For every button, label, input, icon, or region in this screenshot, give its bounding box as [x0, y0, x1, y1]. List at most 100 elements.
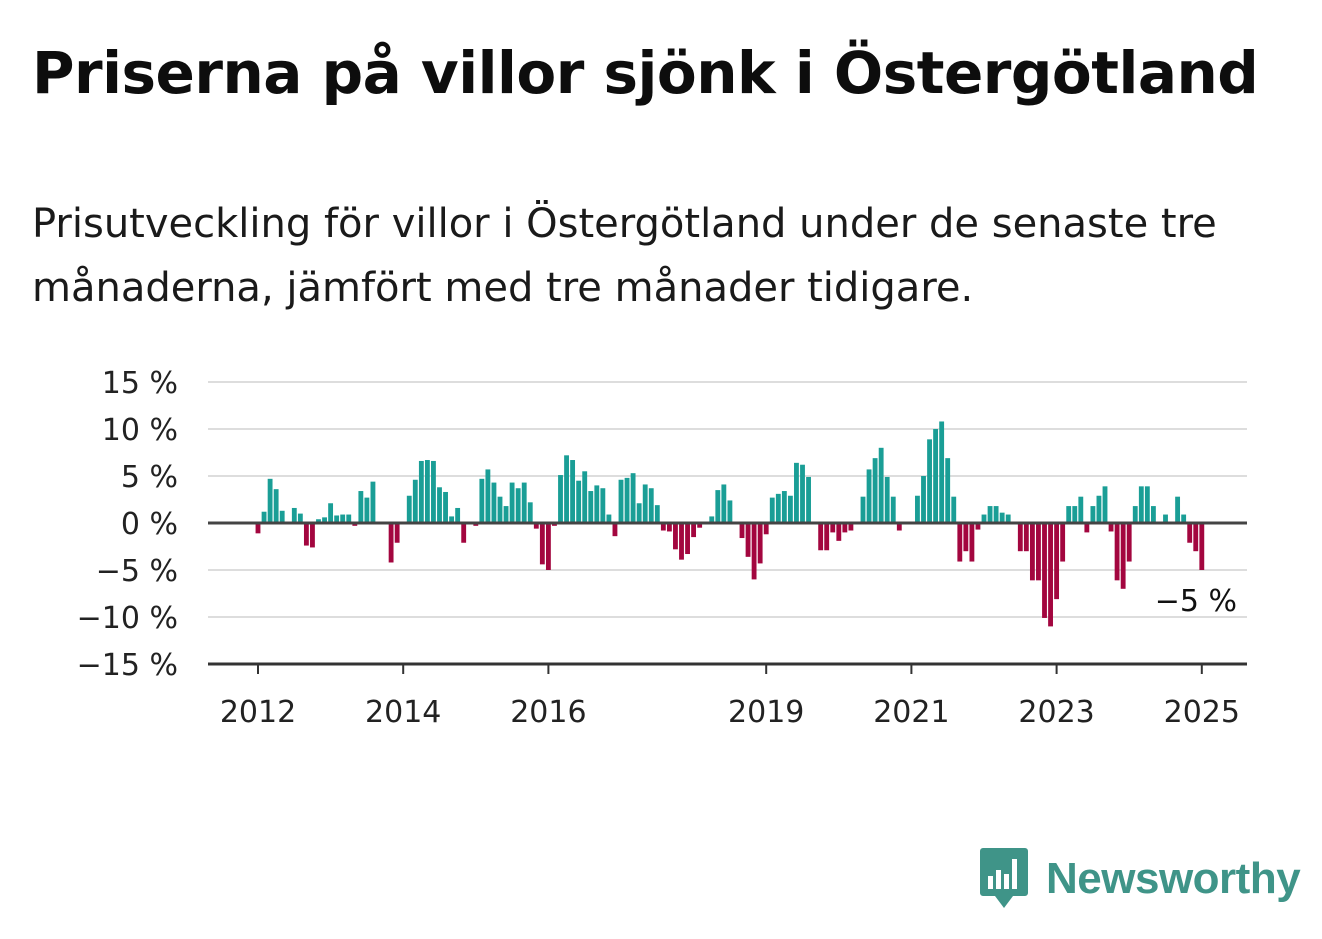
bar	[443, 491, 448, 523]
bar	[757, 523, 763, 564]
bar	[291, 507, 297, 523]
y-tick-label: −10 %	[77, 601, 178, 636]
bar	[1090, 506, 1096, 523]
bar	[582, 471, 588, 523]
bar	[437, 487, 442, 523]
bar	[969, 523, 975, 562]
bar	[1144, 486, 1150, 523]
y-tick-label: 5 %	[121, 460, 178, 495]
last-value-label: −5 %	[1155, 584, 1237, 619]
bar	[824, 523, 830, 551]
bar	[957, 523, 963, 562]
bar	[1108, 523, 1114, 532]
bar	[1060, 523, 1066, 562]
bar	[594, 485, 600, 523]
bar	[370, 481, 376, 523]
x-tick-label: 2012	[220, 695, 296, 730]
bar	[394, 523, 400, 543]
bar	[721, 484, 727, 523]
bar	[1175, 496, 1181, 523]
bar	[431, 460, 436, 523]
bar	[412, 479, 418, 523]
bar	[630, 473, 636, 523]
bar	[884, 476, 890, 523]
y-tick-label: −15 %	[77, 648, 178, 683]
bar	[576, 480, 582, 523]
bar	[521, 482, 527, 523]
newsworthy-brand[interactable]: Newsworthy	[980, 848, 1301, 910]
x-tick-label: 2016	[510, 695, 586, 730]
bar	[406, 495, 412, 523]
bar	[449, 516, 455, 523]
y-tick-label: −5 %	[96, 554, 178, 589]
bar	[745, 523, 751, 557]
bar	[564, 455, 569, 523]
bar	[1005, 514, 1011, 523]
gridlines	[208, 381, 1247, 618]
bar	[527, 502, 533, 523]
bar	[836, 523, 842, 541]
bar	[1017, 523, 1023, 552]
bar	[963, 523, 969, 552]
bar	[806, 476, 811, 523]
x-tick-label: 2023	[1018, 695, 1094, 730]
bar	[842, 523, 848, 533]
bar	[794, 462, 799, 523]
bar	[642, 484, 648, 523]
bar	[334, 515, 340, 523]
bar	[878, 447, 884, 523]
bar	[1084, 523, 1090, 533]
bar	[921, 476, 926, 523]
bar	[1054, 523, 1060, 600]
bar	[975, 523, 981, 530]
bar	[1114, 523, 1120, 581]
bar	[358, 491, 364, 523]
bar	[316, 519, 321, 523]
x-tick-label: 2019	[728, 695, 804, 730]
bar	[872, 458, 878, 523]
bar	[503, 506, 509, 523]
bar	[999, 512, 1005, 523]
bar	[848, 523, 854, 531]
bar	[509, 482, 515, 523]
bar	[328, 503, 334, 523]
bar	[1023, 523, 1029, 552]
bar	[545, 523, 551, 570]
bar	[297, 513, 303, 523]
bar	[775, 493, 781, 523]
bar	[800, 464, 805, 523]
bar	[461, 523, 467, 543]
bar	[709, 516, 715, 523]
bar	[727, 500, 733, 523]
axes	[208, 521, 1247, 674]
chart-subtitle: Prisutveckling för villor i Östergötland…	[32, 201, 1217, 311]
y-tick-label: 10 %	[102, 413, 178, 448]
bar	[1132, 506, 1138, 523]
bar	[539, 523, 545, 565]
bar	[612, 523, 618, 537]
bar	[830, 523, 836, 533]
bar	[691, 523, 697, 538]
bar	[739, 523, 745, 539]
bar	[255, 523, 261, 534]
bar	[1150, 506, 1156, 523]
bar	[945, 458, 951, 523]
bar	[1187, 523, 1193, 543]
bar	[606, 514, 612, 523]
bar	[310, 523, 315, 548]
bar	[685, 523, 690, 555]
chart-title: Priserna på villor sjönk i Östergötland	[32, 39, 1259, 107]
bar	[987, 506, 993, 523]
bar	[491, 482, 497, 523]
y-tick-label: 0 %	[121, 507, 178, 542]
bar	[1029, 523, 1035, 581]
bar	[666, 523, 672, 532]
bar	[322, 517, 327, 523]
bar	[279, 510, 285, 523]
bar	[1193, 523, 1199, 552]
bar	[570, 460, 576, 523]
bar	[654, 505, 660, 523]
bar	[927, 439, 932, 523]
bar	[340, 514, 346, 523]
